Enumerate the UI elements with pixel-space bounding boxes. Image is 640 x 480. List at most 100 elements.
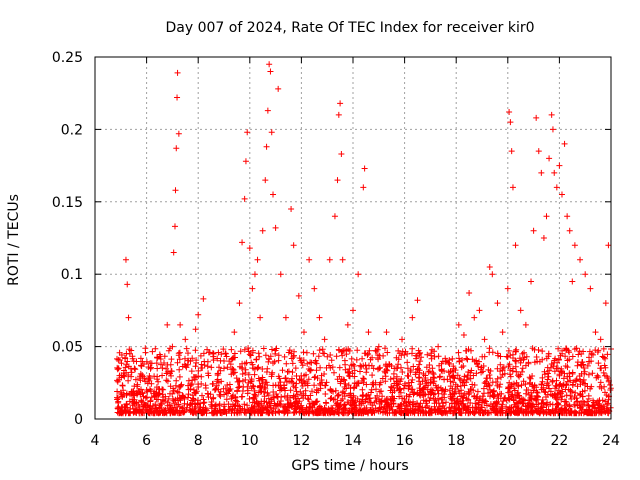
data-point [538,169,545,176]
data-point [564,213,571,220]
data-point [221,365,227,372]
data-point [169,343,176,350]
data-point [587,285,594,292]
data-point [282,314,289,321]
data-point [275,85,282,92]
data-point [270,191,277,198]
data-point [361,165,368,172]
data-point [272,224,279,231]
data-point [566,227,573,234]
data-point [528,278,535,285]
data-point [172,187,179,194]
data-point [259,227,266,234]
data-point [267,68,274,75]
data-point [177,321,184,328]
data-point [311,285,318,292]
data-point [200,295,207,302]
data-point [246,245,253,252]
data-point [427,379,434,386]
data-points [115,61,612,405]
x-tick-label: 12 [292,433,310,449]
data-point [476,307,483,314]
data-point [138,398,145,405]
data-point [159,372,166,379]
data-point [504,285,511,292]
x-tick-label: 20 [499,433,517,449]
data-point [171,223,178,230]
data-point [508,148,515,155]
y-tick-labels: 0 0.05 0.1 0.15 0.2 0.25 [52,50,83,428]
x-tick-label: 24 [602,433,620,449]
data-point [350,307,356,314]
data-point [489,271,496,278]
data-point [548,111,555,118]
data-point [391,365,398,372]
data-point [236,300,243,307]
data-point [556,162,563,169]
data-point [375,343,382,350]
data-point [254,256,261,263]
data-point [530,227,537,234]
data-point [602,300,609,307]
data-point [535,148,542,155]
data-point [268,129,275,136]
data-point [399,336,406,343]
data-point [300,329,307,336]
data-point [277,271,284,278]
data-point [507,119,514,126]
x-tick-label: 4 [91,433,100,449]
data-point [130,358,137,365]
y-tick-label: 0.15 [52,195,83,211]
data-point [182,336,189,343]
data-point [192,326,199,333]
data-point [338,151,345,158]
data-point [326,256,333,263]
data-point [231,329,238,336]
data-point [414,297,421,304]
data-point [288,206,295,213]
data-point [543,213,550,220]
data-point [404,350,411,357]
x-tick-label: 14 [344,433,362,449]
data-point [551,169,558,176]
data-point [263,143,270,150]
y-tick-label: 0.25 [52,50,83,66]
data-point [174,94,181,101]
x-tick-label: 10 [241,433,259,449]
data-point [450,372,457,379]
data-point [239,239,246,246]
data-point [455,321,462,328]
data-point [533,114,540,121]
data-point [355,271,362,278]
data-point [561,140,568,147]
data-point [337,100,344,107]
data-point [133,389,140,396]
data-point [115,398,122,405]
data-point [321,336,328,343]
data-point [577,256,584,263]
data-point [173,145,180,152]
data-point [499,329,506,336]
data-point [553,184,560,191]
data-point [370,365,377,372]
data-point [215,379,222,386]
data-point [460,332,467,339]
data-point [422,372,429,379]
y-tick-label: 0.1 [61,267,83,283]
data-point [360,184,367,191]
data-point [522,321,529,328]
data-point [471,314,478,321]
data-point [124,281,131,288]
data-point [306,256,313,263]
data-point [334,177,341,184]
data-point [592,329,599,336]
data-point [517,307,524,314]
data-point [344,321,351,328]
tick-marks [94,56,612,420]
x-tick-label: 6 [142,433,151,449]
data-point [153,384,160,391]
data-point [582,271,589,278]
data-point [435,343,442,350]
data-point [316,314,323,321]
y-axis-label: ROTI / TECUs [6,194,22,286]
